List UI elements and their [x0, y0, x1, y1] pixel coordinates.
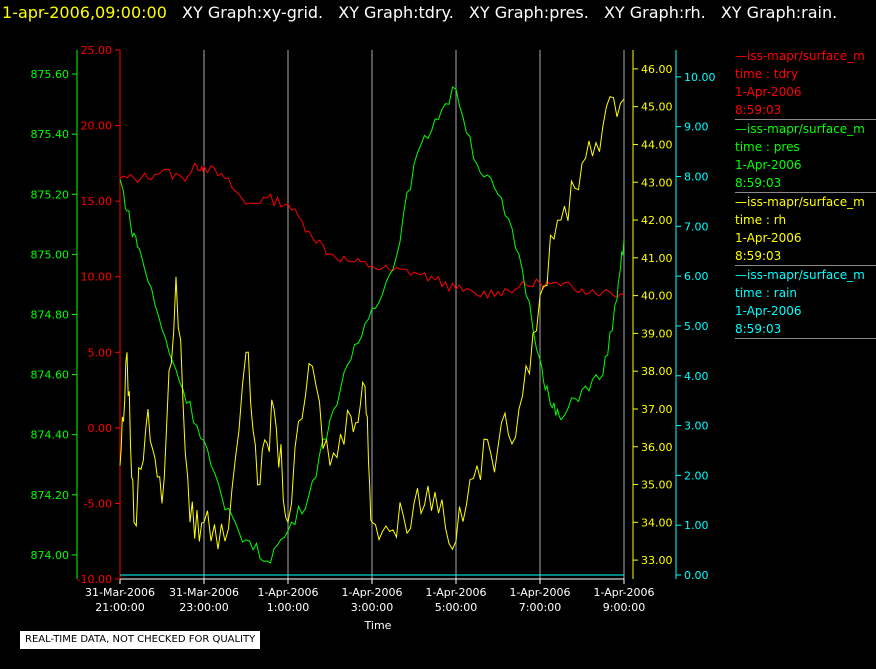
legend-label: time : rh [735, 213, 787, 227]
pres-tick-label: 875.20 [31, 188, 70, 201]
rh-tick-label: 46.00 [641, 63, 673, 76]
legend-date: 1-Apr-2006 [735, 158, 802, 172]
rh-tick-label: 39.00 [641, 327, 673, 340]
x-tick-label: 3:00:00 [351, 601, 393, 614]
rh-tick-label: 36.00 [641, 441, 673, 454]
rain-tick-label: 0.00 [684, 569, 709, 582]
rain-tick-label: 9.00 [684, 121, 709, 134]
legend-date: 1-Apr-2006 [735, 85, 802, 99]
title-bar: 1-apr-2006,09:00:00 XY Graph:xy-grid. XY… [0, 0, 876, 26]
legend-time: 8:59:03 [735, 176, 782, 190]
graph-title-xy-grid[interactable]: XY Graph:xy-grid. [182, 3, 324, 22]
pres-tick-label: 875.00 [31, 248, 70, 261]
rain-tick-label: 8.00 [684, 171, 709, 184]
rain-tick-label: 3.00 [684, 420, 709, 433]
tdry-tick-label: 10.00 [81, 271, 113, 284]
tdry-tick-label: 25.00 [81, 44, 113, 57]
tdry-tick-label: 15.00 [81, 195, 113, 208]
rain-tick-label: 7.00 [684, 220, 709, 233]
legend-label: time : pres [735, 140, 800, 154]
x-tick-label: 1-Apr-2006 [509, 586, 570, 599]
rain-tick-label: 1.00 [684, 519, 709, 532]
legend-entry-rh[interactable]: —iss-mapr/surface_m time : rh 1-Apr-2006… [735, 193, 876, 266]
x-tick-label: 1-Apr-2006 [425, 586, 486, 599]
graph-title-tdry[interactable]: XY Graph:tdry. [338, 3, 454, 22]
pres-tick-label: 875.60 [31, 68, 70, 81]
x-tick-label: 9:00:00 [603, 601, 645, 614]
tdry-tick-label: 0.00 [88, 422, 113, 435]
pres-series-line [119, 86, 625, 564]
rh-tick-label: 38.00 [641, 365, 673, 378]
tdry-series-line [119, 162, 625, 300]
x-tick-label: 1-Apr-2006 [341, 586, 402, 599]
x-tick-label: 7:00:00 [519, 601, 561, 614]
x-tick-label: 1:00:00 [267, 601, 309, 614]
pres-tick-label: 874.60 [31, 369, 70, 382]
legend-label: time : tdry [735, 67, 799, 81]
legend-entry-rain[interactable]: —iss-mapr/surface_m time : rain 1-Apr-20… [735, 266, 876, 339]
rain-tick-label: 4.00 [684, 370, 709, 383]
pres-tick-label: 875.40 [31, 128, 70, 141]
rh-tick-label: 37.00 [641, 403, 673, 416]
rh-tick-label: 41.00 [641, 252, 673, 265]
graph-title-pres[interactable]: XY Graph:pres. [468, 3, 589, 22]
rain-tick-label: 10.00 [684, 71, 716, 84]
legend-source: —iss-mapr/surface_m [735, 49, 865, 63]
pres-tick-label: 874.40 [31, 429, 70, 442]
rh-tick-label: 43.00 [641, 176, 673, 189]
x-tick-label: 31-Mar-2006 [85, 586, 155, 599]
x-tick-label: 31-Mar-2006 [169, 586, 239, 599]
x-tick-label: 21:00:00 [95, 601, 144, 614]
legend-time: 8:59:03 [735, 249, 782, 263]
rh-tick-label: 40.00 [641, 290, 673, 303]
legend-source: —iss-mapr/surface_m [735, 195, 865, 209]
tdry-tick-label: -10.00 [77, 573, 112, 586]
rain-tick-label: 2.00 [684, 469, 709, 482]
rh-tick-label: 44.00 [641, 138, 673, 151]
legend-date: 1-Apr-2006 [735, 304, 802, 318]
rh-series-line [119, 96, 625, 551]
graph-title-rain[interactable]: XY Graph:rain. [720, 3, 838, 22]
x-axis-label: Time [364, 619, 392, 632]
x-tick-label: 1-Apr-2006 [593, 586, 654, 599]
timestamp: 1-apr-2006,09:00:00 [2, 3, 167, 22]
rain-tick-label: 6.00 [684, 270, 709, 283]
pres-tick-label: 874.80 [31, 309, 70, 322]
legend-time: 8:59:03 [735, 322, 782, 336]
rain-tick-label: 5.00 [684, 320, 709, 333]
x-tick-label: 1-Apr-2006 [257, 586, 318, 599]
rh-tick-label: 33.00 [641, 554, 673, 567]
legend-entry-pres[interactable]: —iss-mapr/surface_m time : pres 1-Apr-20… [735, 120, 876, 193]
rh-tick-label: 34.00 [641, 516, 673, 529]
rh-tick-label: 35.00 [641, 479, 673, 492]
x-tick-label: 23:00:00 [179, 601, 228, 614]
legend-source: —iss-mapr/surface_m [735, 268, 865, 282]
legend-time: 8:59:03 [735, 103, 782, 117]
rh-tick-label: 45.00 [641, 101, 673, 114]
legend-entry-tdry[interactable]: —iss-mapr/surface_m time : tdry 1-Apr-20… [735, 47, 876, 120]
legend-label: time : rain [735, 286, 798, 300]
x-tick-label: 5:00:00 [435, 601, 477, 614]
legend-source: —iss-mapr/surface_m [735, 122, 865, 136]
quality-disclaimer: REAL-TIME DATA, NOT CHECKED FOR QUALITY [20, 631, 261, 649]
legend-date: 1-Apr-2006 [735, 231, 802, 245]
graph-title-rh[interactable]: XY Graph:rh. [603, 3, 706, 22]
legend: —iss-mapr/surface_m time : tdry 1-Apr-20… [735, 47, 876, 339]
tdry-tick-label: -5.00 [84, 497, 112, 510]
tdry-tick-label: 5.00 [88, 346, 113, 359]
pres-tick-label: 874.00 [31, 549, 70, 562]
pres-tick-label: 874.20 [31, 489, 70, 502]
rh-tick-label: 42.00 [641, 214, 673, 227]
tdry-tick-label: 20.00 [81, 120, 113, 133]
